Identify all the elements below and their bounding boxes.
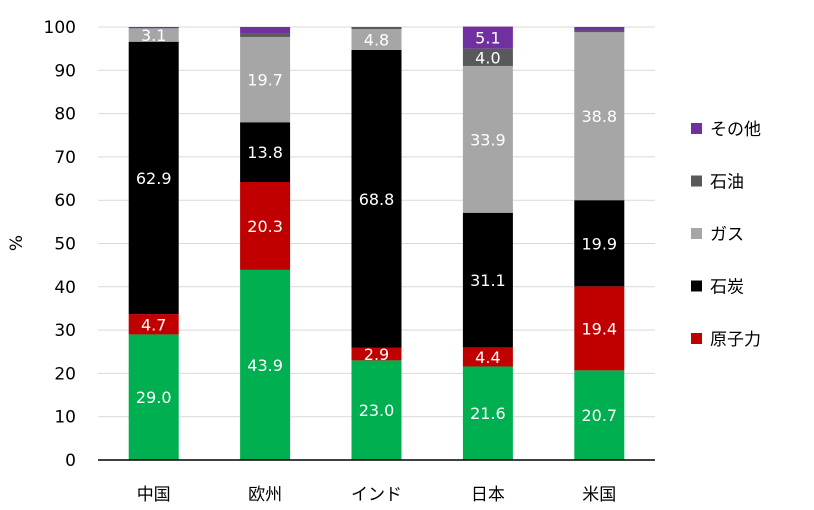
y-tick-label: 40 bbox=[54, 278, 76, 298]
bar-stack: 20.7 19.4 19.9 38.8 bbox=[574, 27, 625, 460]
y-tick-label: 0 bbox=[65, 451, 76, 471]
bar-segment bbox=[351, 27, 402, 30]
bar-segment bbox=[240, 36, 291, 123]
legend-item: 石炭 bbox=[691, 278, 744, 298]
y-tick-label: 20 bbox=[54, 364, 76, 384]
bar-segment bbox=[351, 49, 402, 348]
data-label: 19.9 bbox=[581, 234, 617, 253]
y-tick-label: 90 bbox=[54, 61, 76, 81]
data-label: 2.9 bbox=[364, 345, 389, 364]
data-label: 3.1 bbox=[141, 26, 166, 45]
legend-label: ガス bbox=[710, 225, 744, 245]
bar-segment bbox=[462, 212, 513, 348]
legend-label: 石油 bbox=[710, 173, 744, 193]
data-label: 43.9 bbox=[247, 356, 283, 375]
bar-segment bbox=[351, 360, 402, 460]
y-tick-label: 100 bbox=[44, 18, 76, 38]
data-label: 20.3 bbox=[247, 217, 283, 236]
data-label: 33.9 bbox=[470, 130, 506, 149]
bar-segment bbox=[462, 26, 513, 49]
bar-segment bbox=[574, 286, 625, 371]
y-tick-label: 50 bbox=[54, 235, 76, 255]
legend-swatch bbox=[691, 280, 702, 292]
y-tick-label: 10 bbox=[54, 408, 76, 428]
legend-label: 石炭 bbox=[710, 278, 744, 298]
legend-item: 原子力 bbox=[691, 330, 761, 350]
bar-segment bbox=[240, 122, 291, 183]
data-label: 29.0 bbox=[136, 388, 172, 407]
y-axis-label: % bbox=[7, 235, 27, 251]
bar-segment bbox=[128, 28, 179, 42]
data-label: 23.0 bbox=[359, 401, 395, 420]
y-tick-label: 80 bbox=[54, 105, 76, 125]
y-tick-label: 70 bbox=[54, 148, 76, 168]
bar-segment bbox=[128, 41, 179, 315]
bar-segment bbox=[128, 314, 179, 335]
data-label: 62.9 bbox=[136, 169, 172, 188]
bar-segment bbox=[574, 32, 625, 201]
legend-swatch bbox=[691, 333, 702, 344]
data-label: 38.8 bbox=[581, 107, 617, 126]
legend-item: ガス bbox=[691, 225, 744, 245]
x-tick-label: 欧州 bbox=[248, 485, 282, 505]
bar-stack: 43.9 20.3 13.8 19.7 bbox=[240, 27, 291, 460]
bar-segment bbox=[574, 370, 625, 460]
data-label: 19.7 bbox=[247, 71, 283, 90]
data-label: 4.0 bbox=[475, 48, 500, 67]
bar-segment bbox=[128, 27, 179, 29]
data-label: 4.7 bbox=[141, 315, 166, 334]
bar-segment bbox=[240, 182, 291, 270]
legend-swatch bbox=[691, 123, 702, 134]
y-tick-label: 60 bbox=[54, 191, 76, 211]
data-label: 21.6 bbox=[470, 404, 506, 423]
bar-stack: 21.6 4.4 31.1 33.9 4.05.1 bbox=[462, 26, 513, 460]
x-axis: 中国 欧州 インド 日本 米国 bbox=[98, 459, 655, 505]
bar-segment bbox=[462, 347, 513, 367]
x-tick-label: 中国 bbox=[137, 485, 171, 505]
legend-item: その他 bbox=[691, 120, 761, 140]
data-label: 20.7 bbox=[581, 406, 617, 425]
y-tick-label: 30 bbox=[54, 321, 76, 341]
data-label: 4.4 bbox=[475, 348, 500, 367]
bar-segment bbox=[351, 347, 402, 361]
bar-segment bbox=[574, 200, 625, 287]
bar-segment bbox=[128, 334, 179, 460]
data-label: 4.8 bbox=[364, 31, 389, 50]
bar-segment bbox=[462, 65, 513, 213]
bar-segment bbox=[574, 27, 625, 31]
bar-segment bbox=[574, 30, 625, 33]
legend-swatch bbox=[691, 175, 702, 187]
bar-segment bbox=[462, 366, 513, 460]
data-label: 5.1 bbox=[475, 29, 500, 48]
bars: 29.0 4.7 62.9 3.1 43.9 20.3 13.8 19.7 23.0 2.9 68.… bbox=[128, 26, 625, 460]
data-label: 68.8 bbox=[359, 190, 395, 209]
bar-segment bbox=[351, 29, 402, 50]
bar-segment bbox=[240, 27, 291, 34]
legend-label: その他 bbox=[710, 120, 761, 140]
x-tick-label: 米国 bbox=[582, 485, 616, 505]
data-label: 31.1 bbox=[470, 271, 506, 290]
data-label: 13.8 bbox=[247, 143, 283, 162]
bar-stack: 29.0 4.7 62.9 3.1 bbox=[128, 26, 179, 460]
x-tick-label: 日本 bbox=[471, 485, 505, 505]
bar-segment bbox=[240, 33, 291, 37]
legend-item: 石油 bbox=[691, 173, 744, 193]
y-axis-ticks: 0 10 20 30 40 50 60 70 80 90 100 bbox=[44, 18, 76, 471]
data-label: 19.4 bbox=[581, 319, 617, 338]
bar-segment bbox=[462, 48, 513, 66]
bar-stack: 23.0 2.9 68.8 4.8 bbox=[351, 27, 402, 460]
x-tick-label: インド bbox=[351, 485, 402, 505]
legend-swatch bbox=[691, 228, 702, 239]
bar-segment bbox=[240, 269, 291, 460]
legend-label: 原子力 bbox=[710, 330, 761, 350]
